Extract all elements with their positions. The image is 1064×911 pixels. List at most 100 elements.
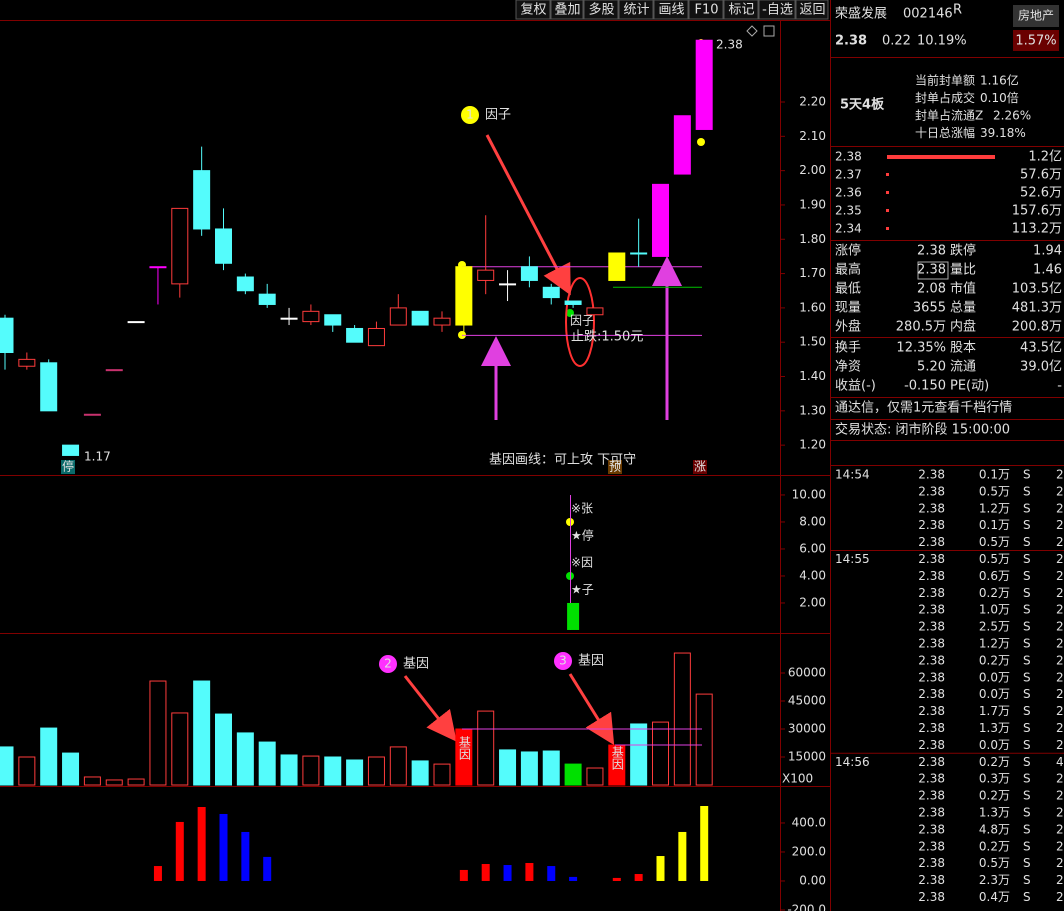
toolbar-button[interactable] bbox=[723, 0, 759, 20]
annotation: 基因 bbox=[578, 654, 604, 669]
toolbar-label[interactable]: 复权 bbox=[520, 2, 546, 18]
toolbar-label[interactable]: 标记 bbox=[728, 3, 754, 18]
y-tick-label: 1.60 bbox=[799, 300, 826, 314]
info-value: 0.10倍 bbox=[980, 90, 1019, 105]
indicator-bar bbox=[459, 869, 468, 881]
indicator-bar bbox=[569, 876, 578, 881]
candle-body bbox=[193, 170, 211, 230]
candle-body bbox=[346, 327, 364, 343]
tick-volume: 0.5万 bbox=[979, 856, 1010, 870]
icon[interactable] bbox=[746, 25, 758, 37]
tick-price: 2.38 bbox=[918, 535, 945, 549]
toolbar-label[interactable]: 返回 bbox=[799, 3, 825, 18]
tick-time: 14:54 bbox=[835, 468, 870, 482]
tick-volume: 0.0万 bbox=[979, 687, 1010, 701]
tick-side: S bbox=[1023, 620, 1031, 634]
y-tick-label: 2.10 bbox=[799, 129, 826, 143]
indicator-bar bbox=[678, 831, 687, 881]
volume-bar bbox=[127, 778, 145, 786]
y-tick-label: 60000 bbox=[788, 666, 826, 680]
indicator-bar bbox=[263, 856, 272, 881]
tick-count: 2 bbox=[1056, 552, 1064, 566]
tick-time: 14:56 bbox=[835, 755, 870, 769]
tick-price: 2.38 bbox=[918, 856, 945, 870]
tick-price: 2.38 bbox=[918, 806, 945, 820]
indicator-bar bbox=[175, 821, 184, 881]
candle-body bbox=[62, 444, 80, 456]
stat-value: 3655 bbox=[913, 301, 946, 316]
tick-count: 2 bbox=[1056, 704, 1064, 718]
tick-price: 2.38 bbox=[918, 603, 945, 617]
toolbar-button[interactable] bbox=[515, 0, 551, 20]
toolbar-label[interactable]: 叠加 bbox=[554, 3, 580, 18]
tick-volume: 0.6万 bbox=[979, 569, 1010, 583]
toolbar-label[interactable]: 统计 bbox=[623, 3, 649, 18]
tick-side: S bbox=[1023, 738, 1031, 752]
book-bar bbox=[886, 191, 889, 194]
tick-side: S bbox=[1023, 755, 1031, 769]
tick-volume: 0.1万 bbox=[979, 468, 1010, 482]
toolbar-button[interactable] bbox=[688, 0, 724, 20]
arrow bbox=[403, 675, 457, 742]
annotation: 因子 bbox=[570, 314, 594, 328]
volume-bar bbox=[695, 693, 713, 786]
candle-body bbox=[477, 269, 495, 281]
tick-count: 2 bbox=[1056, 653, 1064, 667]
volume-bar bbox=[586, 767, 604, 786]
tick-count: 2 bbox=[1056, 873, 1064, 887]
indicator-bar bbox=[153, 866, 162, 881]
tick-side: S bbox=[1023, 772, 1031, 786]
high-box bbox=[917, 261, 949, 280]
stat-value: 39.0亿 bbox=[1020, 360, 1062, 375]
badge bbox=[379, 655, 397, 673]
tick-side: S bbox=[1023, 569, 1031, 583]
y-tick-label: 1.50 bbox=[799, 335, 826, 349]
y-tick-label: 1.20 bbox=[799, 438, 826, 452]
stat-value: - bbox=[1057, 379, 1062, 394]
toolbar-button[interactable] bbox=[618, 0, 654, 20]
candle-body bbox=[302, 310, 320, 323]
volume-bar bbox=[389, 746, 407, 786]
tick-side: S bbox=[1023, 806, 1031, 820]
candle-body bbox=[149, 266, 167, 269]
tag: 涨 bbox=[694, 459, 706, 474]
candle-body bbox=[40, 362, 58, 412]
toolbar-button[interactable] bbox=[550, 0, 584, 20]
tick-volume: 0.2万 bbox=[979, 586, 1010, 600]
toolbar-label[interactable]: -自选 bbox=[762, 3, 793, 18]
icon[interactable] bbox=[763, 25, 775, 37]
tick-volume: 0.0万 bbox=[979, 670, 1010, 684]
stat-label: 市值 bbox=[950, 281, 976, 297]
tick-side: S bbox=[1023, 518, 1031, 532]
toolbar-button[interactable] bbox=[758, 0, 796, 20]
annotation: 因子 bbox=[485, 108, 511, 123]
change: 0.22 bbox=[882, 34, 911, 49]
tick-count: 2 bbox=[1056, 501, 1064, 515]
stat-value: 43.5亿 bbox=[1020, 341, 1062, 356]
candle-body bbox=[324, 314, 342, 326]
book-volume: 52.6万 bbox=[1020, 186, 1062, 201]
toolbar-button[interactable] bbox=[653, 0, 689, 20]
tick-volume: 0.3万 bbox=[979, 772, 1010, 786]
candle-body bbox=[608, 252, 626, 281]
tick-side: S bbox=[1023, 789, 1031, 803]
tick-price: 2.38 bbox=[918, 552, 945, 566]
toolbar-button[interactable] bbox=[795, 0, 829, 20]
board: 5天4板 bbox=[840, 97, 885, 113]
tick-count: 2 bbox=[1056, 839, 1064, 853]
stat-label: 外盘 bbox=[835, 319, 861, 335]
tick-count: 2 bbox=[1056, 890, 1064, 904]
tick-side: S bbox=[1023, 637, 1031, 651]
info-label: 封单占成交 bbox=[915, 90, 975, 105]
indicator-bar bbox=[481, 864, 490, 881]
toolbar-label[interactable]: 多股 bbox=[588, 2, 614, 18]
tick-side: S bbox=[1023, 501, 1031, 515]
indicator-bar bbox=[547, 866, 556, 881]
stat-label: 现量 bbox=[835, 301, 861, 316]
toolbar-button[interactable] bbox=[583, 0, 619, 20]
toolbar-label[interactable]: 画线 bbox=[658, 3, 684, 18]
toolbar-label[interactable]: F10 bbox=[694, 3, 718, 18]
candle-body bbox=[83, 413, 101, 416]
tick-volume: 0.2万 bbox=[979, 789, 1010, 803]
tick-volume: 1.3万 bbox=[979, 721, 1010, 735]
